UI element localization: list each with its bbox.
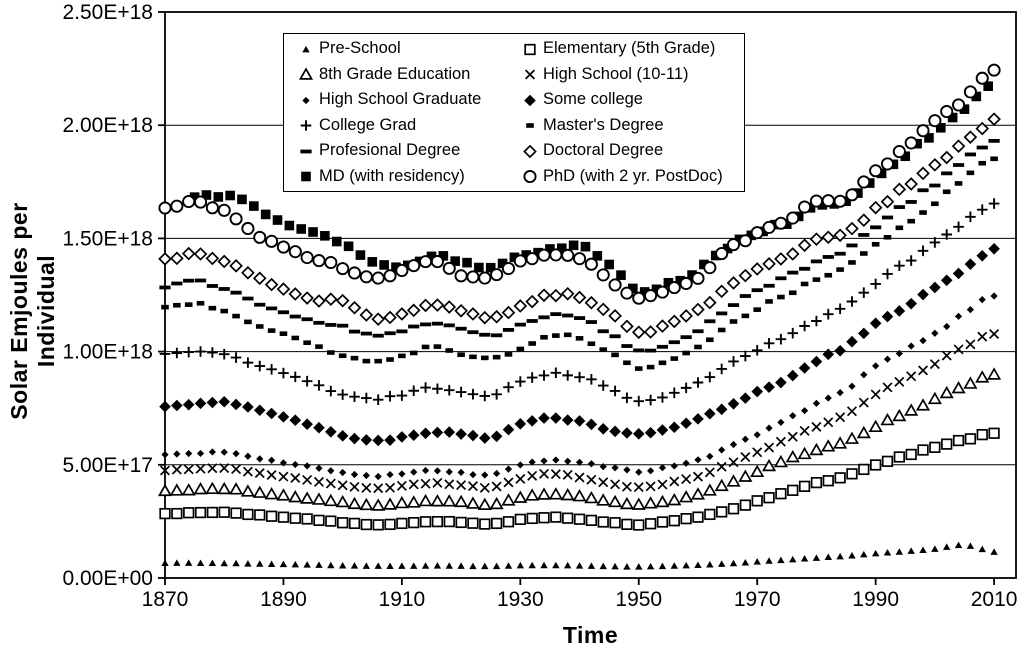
x-axis-title: Time xyxy=(562,622,619,648)
legend-item-college-grad: College Grad xyxy=(296,113,520,137)
series-master-s-degree xyxy=(161,156,998,371)
legend-label: Elementary (5th Grade) xyxy=(543,39,716,58)
legend-label: 8th Grade Education xyxy=(319,64,471,83)
y-tick-label: 0.00E+00 xyxy=(62,567,153,590)
y-tick-label: 5.00E+17 xyxy=(62,454,153,477)
y-tick-label: 1.50E+18 xyxy=(62,227,153,250)
x-icon xyxy=(524,69,536,80)
legend-item-master-s-degree: Master's Degree xyxy=(520,113,744,137)
x-tick-label: 1950 xyxy=(615,588,662,611)
legend-label: High School (10-11) xyxy=(543,64,689,83)
legend-label: High School Graduate xyxy=(319,90,482,109)
legend-label: MD (with residency) xyxy=(319,166,465,185)
legend-item-high-school-10-11: High School (10-11) xyxy=(520,62,744,86)
legend-item-pre-school: Pre-School xyxy=(296,37,520,61)
x-tick-label: 1910 xyxy=(379,588,426,611)
series-pre-school xyxy=(161,541,998,570)
series-college-grad xyxy=(159,198,1000,407)
plot-border xyxy=(164,11,1017,579)
series-high-school-graduate xyxy=(161,292,998,481)
square-open-icon xyxy=(524,43,536,55)
series-doctoral-degree xyxy=(158,112,1001,340)
legend-item-high-school-graduate: High School Graduate xyxy=(296,88,520,112)
legend-item-profesional-degree: Profesional Degree xyxy=(296,139,520,163)
legend: Pre-School Elementary (5th Grade) 8th Grad… xyxy=(283,33,745,192)
y-tick-label: 2.00E+18 xyxy=(62,114,153,137)
legend-item-elementary-5th-grade: Elementary (5th Grade) xyxy=(520,37,744,61)
legend-label: Pre-School xyxy=(319,39,401,58)
plus-icon xyxy=(300,120,312,132)
legend-label: Some college xyxy=(543,90,643,109)
y-tick-label: 2.50E+18 xyxy=(62,1,153,24)
x-tick-label: 1970 xyxy=(734,588,781,611)
diamond-small-filled-icon xyxy=(302,96,310,104)
diamond-open-icon xyxy=(523,144,537,159)
square-filled-icon xyxy=(301,171,311,182)
legend-label: Profesional Degree xyxy=(319,141,461,160)
circle-open-icon xyxy=(523,170,537,184)
x-tick-label: 1990 xyxy=(852,588,899,611)
x-tick-label: 1870 xyxy=(142,588,189,611)
legend-item-doctoral-degree: Doctoral Degree xyxy=(520,139,744,163)
legend-label: College Grad xyxy=(319,115,417,134)
legend-label: Doctoral Degree xyxy=(543,141,664,160)
x-tick-label: 2010 xyxy=(971,588,1018,611)
legend-item-8th-grade-education: 8th Grade Education xyxy=(296,62,520,86)
series-profesional-degree xyxy=(159,138,1000,353)
x-tick-label: 1890 xyxy=(260,588,307,611)
series-elementary-5th-grade xyxy=(159,427,1000,531)
y-axis-title: Solar Emjoules per Individual xyxy=(6,202,59,420)
series-some-college xyxy=(159,242,1000,447)
legend-item-md-with-residency: MD (with residency) xyxy=(296,164,520,188)
legend-label: Master's Degree xyxy=(543,115,664,134)
legend-label: PhD (with 2 yr. PostDoc) xyxy=(543,166,723,185)
legend-item-phd-with-2-yr-postdoc: PhD (with 2 yr. PostDoc) xyxy=(520,164,744,188)
series-phd-with-2-yr-postdoc xyxy=(158,63,1001,305)
series-8th-grade-education xyxy=(157,367,1002,511)
legend-item-some-college: Some college xyxy=(520,88,744,112)
diamond-filled-icon xyxy=(524,94,536,107)
series-high-school-10-11 xyxy=(159,328,1000,494)
dash-small-icon xyxy=(526,123,534,129)
triangle-open-icon xyxy=(298,67,314,80)
dash-wide-icon xyxy=(300,149,312,154)
x-tick-label: 1930 xyxy=(497,588,544,611)
y-tick-label: 1.00E+18 xyxy=(62,341,153,364)
triangle-small-filled-icon xyxy=(302,45,310,53)
